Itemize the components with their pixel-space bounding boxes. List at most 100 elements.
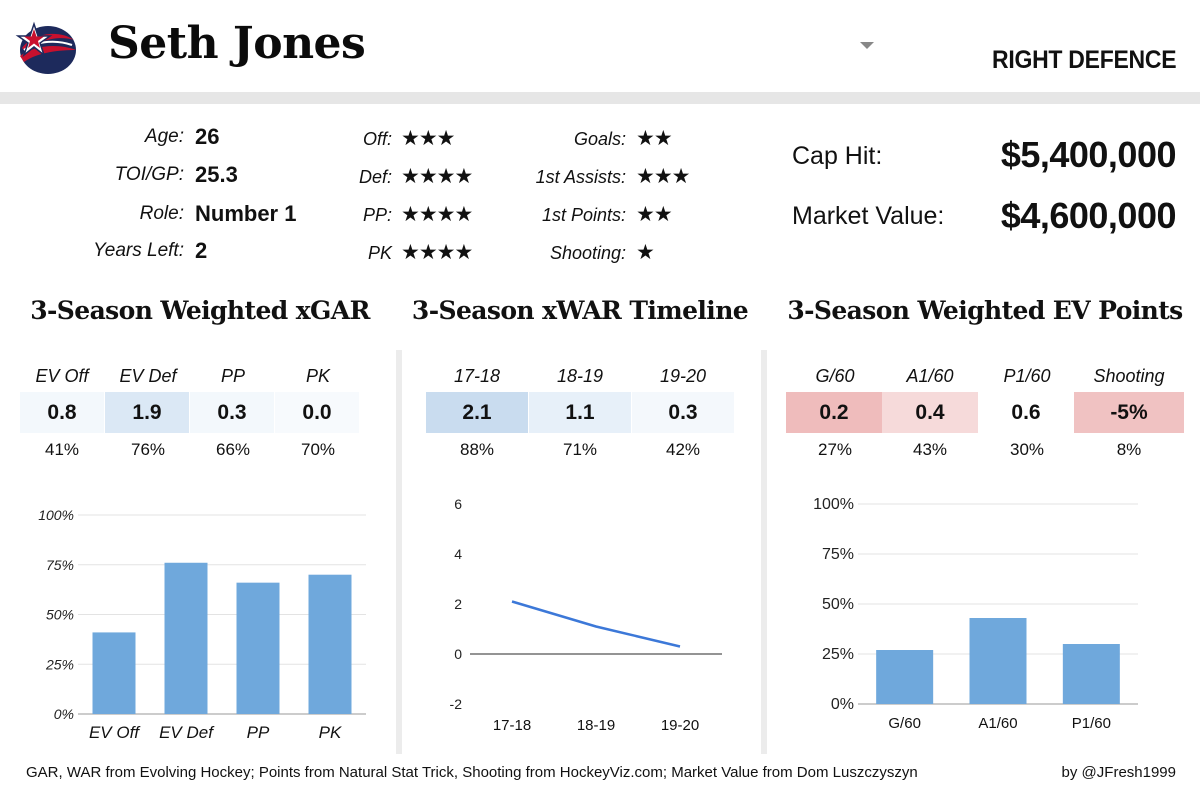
ev-header-a160: A1/60 — [906, 366, 954, 386]
assists-rating-stars: ★★★ — [636, 164, 690, 188]
y-tick-label: 25% — [45, 656, 74, 672]
y-tick-label: 0% — [831, 696, 854, 713]
y-tick-label: 0 — [454, 646, 462, 662]
xwar-header-19-20: 19-20 — [659, 366, 707, 386]
years-left-label: Years Left: — [93, 240, 184, 261]
ev-pct-shooting: 8% — [1116, 440, 1142, 459]
xwar-series-line — [511, 600, 681, 648]
ev-value-g60: 0.2 — [786, 392, 882, 433]
x-tick-label: PP — [247, 723, 270, 742]
y-tick-label: 25% — [822, 646, 854, 663]
cap-hit-label: Cap Hit: — [792, 142, 883, 170]
xwar-pct-17-18: 88% — [459, 440, 495, 459]
player-name: Seth Jones — [108, 18, 366, 69]
xgar-pct-pp: 66% — [215, 440, 251, 459]
bar-pk — [308, 574, 352, 714]
x-tick-label: P1/60 — [1072, 715, 1111, 732]
footer-credit: by @JFresh1999 — [1061, 764, 1176, 781]
x-tick-label: EV Def — [159, 723, 215, 742]
xwar-value-17-18: 2.1 — [426, 392, 528, 433]
panel-divider — [761, 350, 767, 754]
pk-rating-stars: ★★★★ — [401, 240, 473, 264]
years-left-value: 2 — [195, 238, 208, 263]
y-tick-label: 6 — [454, 496, 462, 512]
ev-header-g60: G/60 — [815, 366, 855, 386]
y-tick-label: 50% — [46, 607, 74, 623]
goals-rating-label: Goals: — [573, 129, 626, 149]
xwar-header-18-19: 18-19 — [556, 366, 604, 386]
x-tick-label: EV Off — [89, 723, 141, 742]
xgar-value-pk: 0.0 — [275, 392, 359, 433]
pp-rating-label: PP: — [362, 205, 392, 225]
toi-value: 25.3 — [195, 162, 238, 187]
xgar-header-pk: PK — [305, 366, 330, 386]
xgar-value-ev-def: 1.9 — [105, 392, 189, 433]
shooting-rating-label: Shooting: — [549, 243, 626, 263]
y-tick-label: -2 — [450, 696, 463, 712]
xgar-percentile-bar-chart: 0% 25% 50% 75% 100% EV Off EV Def PP PK — [38, 507, 366, 742]
ev-value-shooting: -5% — [1074, 392, 1184, 433]
bar-ev-def — [164, 562, 208, 714]
cap-hit-value: $5,400,000 — [1000, 134, 1177, 175]
shooting-rating-stars: ★ — [636, 240, 655, 264]
blue-jackets-logo-icon — [15, 21, 76, 74]
bar-g-60 — [876, 650, 934, 704]
assists-rating-label: 1st Assists: — [535, 167, 626, 187]
position-label: RIGHT DEFENCE — [991, 46, 1177, 74]
x-tick-label: 18-19 — [577, 717, 615, 734]
x-tick-label: 17-18 — [493, 717, 531, 734]
goals-rating-stars: ★★ — [636, 126, 673, 150]
ev-value-a160: 0.4 — [882, 392, 978, 433]
role-value: Number 1 — [195, 201, 297, 226]
ev-pct-g60: 27% — [817, 440, 853, 459]
xwar-value-19-20: 0.3 — [632, 392, 734, 433]
panel-divider — [396, 350, 402, 754]
x-tick-label: G/60 — [888, 715, 921, 732]
xwar-header-17-18: 17-18 — [453, 366, 501, 386]
dropdown-caret-icon[interactable] — [860, 42, 874, 49]
ev-pct-p160: 30% — [1009, 440, 1045, 459]
points-rating-stars: ★★ — [636, 202, 673, 226]
y-tick-label: 2 — [454, 596, 462, 612]
def-rating-stars: ★★★★ — [401, 164, 473, 188]
ev-points-percentile-bar-chart: 0% 25% 50% 75% 100% G/60 A1/60 P1/60 — [813, 496, 1138, 732]
xwar-value-18-19: 1.1 — [529, 392, 631, 433]
off-rating-label: Off: — [362, 129, 392, 149]
xwar-pct-18-19: 71% — [562, 440, 598, 459]
ev-section-title: 3-Season Weighted EV Points — [787, 296, 1183, 325]
ev-pct-a160: 43% — [912, 440, 948, 459]
xwar-section-title: 3-Season xWAR Timeline — [411, 296, 749, 325]
footer-sources: GAR, WAR from Evolving Hockey; Points fr… — [26, 764, 918, 781]
xgar-header-pp: PP — [220, 366, 245, 386]
pk-rating-label: PK — [367, 243, 392, 263]
y-tick-label: 4 — [454, 546, 462, 562]
xgar-section-title: 3-Season Weighted xGAR — [30, 296, 370, 325]
ev-value-p160: 0.6 — [978, 392, 1074, 433]
xgar-value-pp: 0.3 — [190, 392, 274, 433]
xgar-value-ev-off: 0.8 — [20, 392, 104, 433]
off-rating-stars: ★★★ — [401, 126, 455, 150]
market-value-label: Market Value: — [792, 202, 945, 230]
xgar-header-ev-def: EV Def — [119, 366, 177, 386]
y-tick-label: 75% — [822, 546, 854, 563]
role-label: Role: — [139, 203, 184, 224]
pp-rating-stars: ★★★★ — [401, 202, 473, 226]
y-tick-label: 0% — [54, 706, 74, 722]
bar-pp — [236, 582, 280, 714]
header: Seth Jones RIGHT DEFENCE — [0, 0, 1200, 92]
y-tick-label: 100% — [813, 496, 854, 513]
xgar-header-ev-off: EV Off — [35, 366, 89, 386]
toi-label: TOI/GP: — [114, 164, 184, 185]
x-tick-label: A1/60 — [978, 715, 1017, 732]
x-tick-label: PK — [319, 723, 342, 742]
y-tick-label: 50% — [822, 596, 854, 613]
bar-a1-60 — [969, 618, 1027, 704]
bar-ev-off — [92, 632, 136, 714]
age-value: 26 — [195, 124, 220, 149]
xwar-timeline-line-chart: -2 0 2 4 6 17-18 18-19 19-20 — [450, 496, 722, 734]
xgar-pct-ev-def: 76% — [130, 440, 166, 459]
xgar-pct-pk: 70% — [300, 440, 336, 459]
header-divider — [0, 92, 1200, 104]
points-rating-label: 1st Points: — [541, 205, 626, 225]
ev-header-shooting: Shooting — [1093, 366, 1165, 386]
